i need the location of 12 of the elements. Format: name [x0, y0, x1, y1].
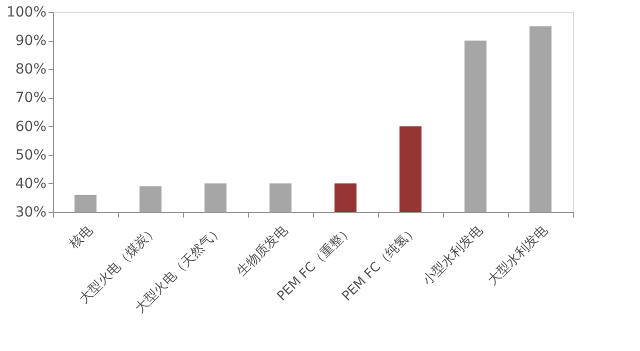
x-tick-label: 大型水利发电 — [485, 222, 551, 289]
y-tick-label: 60% — [15, 118, 46, 135]
x-tick-label: 小型水利发电 — [420, 222, 486, 289]
y-tick-label: 40% — [15, 176, 46, 192]
y-tick-label: 30% — [15, 204, 46, 220]
x-tick-label: 生物质发电 — [234, 222, 291, 280]
y-tick-label: 50% — [15, 147, 46, 164]
y-tick-label: 70% — [15, 90, 46, 106]
y-tick-label: 90% — [15, 33, 46, 50]
y-tick-label: 80% — [15, 62, 46, 78]
x-tick-label: 核电 — [66, 222, 96, 252]
y-tick-label: 100% — [6, 4, 46, 20]
